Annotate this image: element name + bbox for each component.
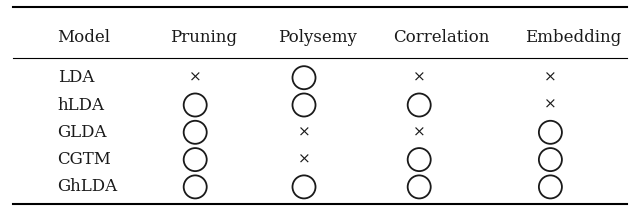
Text: GLDA: GLDA <box>58 124 107 141</box>
Text: hLDA: hLDA <box>58 97 104 113</box>
Text: CGTM: CGTM <box>58 151 111 168</box>
Text: Polysemy: Polysemy <box>278 29 357 46</box>
Text: Correlation: Correlation <box>394 29 490 46</box>
Text: ×: × <box>544 98 557 112</box>
Text: ×: × <box>298 153 310 167</box>
Text: ×: × <box>413 125 426 139</box>
Text: ×: × <box>189 71 202 85</box>
Text: ×: × <box>544 71 557 85</box>
Text: Model: Model <box>58 29 111 46</box>
Text: ×: × <box>413 71 426 85</box>
Text: LDA: LDA <box>58 69 94 86</box>
Text: GhLDA: GhLDA <box>58 178 118 195</box>
Text: Pruning: Pruning <box>170 29 237 46</box>
Text: Embedding: Embedding <box>525 29 621 46</box>
Text: ×: × <box>298 125 310 139</box>
